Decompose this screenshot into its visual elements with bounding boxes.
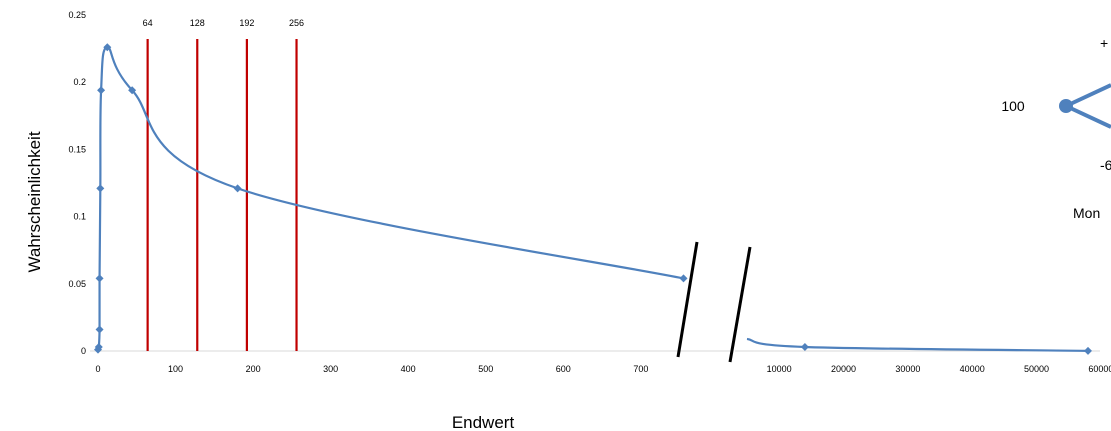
y-tick-labels: 0 0.05 0.1 0.15 0.2 0.25 — [68, 10, 86, 356]
y-tick-label: 0.25 — [68, 10, 86, 20]
marker-label: 128 — [190, 18, 205, 28]
x-tick-labels-right: 10000 20000 30000 40000 50000 60000 — [767, 364, 1111, 374]
y-axis-title: Wahrscheinlichkeit — [25, 131, 44, 272]
y-tick-label: 0.05 — [68, 279, 86, 289]
x-tick-label: 20000 — [831, 364, 856, 374]
x-tick-labels-left: 0 100 200 300 400 500 600 700 — [95, 364, 648, 374]
data-point — [95, 274, 104, 283]
data-point — [679, 274, 688, 283]
marker-label: 256 — [289, 18, 304, 28]
data-point — [1084, 346, 1092, 355]
marker-label: 64 — [143, 18, 153, 28]
x-tick-label: 30000 — [895, 364, 920, 374]
x-tick-label: 300 — [323, 364, 338, 374]
data-point — [96, 184, 105, 193]
data-point — [97, 86, 106, 95]
x-tick-label: 500 — [478, 364, 493, 374]
x-tick-label: 100 — [168, 364, 183, 374]
x-tick-label: 0 — [95, 364, 100, 374]
series-points — [94, 43, 1092, 355]
side-diagram-up-branch — [1065, 83, 1111, 108]
y-tick-label: 0.2 — [73, 77, 86, 87]
x-tick-label: 600 — [556, 364, 571, 374]
x-tick-label: 50000 — [1024, 364, 1049, 374]
side-diagram-up-label: + — [1100, 35, 1108, 51]
axis-break-right — [728, 246, 752, 363]
y-tick-label: 0.1 — [73, 212, 86, 222]
data-point — [103, 43, 112, 52]
side-diagram-down-label: -6 — [1100, 157, 1111, 173]
side-diagram-start-label: 100 — [1001, 98, 1025, 114]
data-point — [800, 342, 809, 351]
y-tick-label: 0.15 — [68, 144, 86, 154]
x-axis-title: Endwert — [452, 413, 515, 431]
side-diagram-node — [1059, 99, 1073, 113]
data-point — [94, 342, 103, 351]
x-tick-label: 200 — [246, 364, 261, 374]
vertical-markers: 64 128 192 256 — [143, 18, 304, 351]
x-tick-label: 60000 — [1088, 364, 1111, 374]
y-tick-label: 0 — [81, 346, 86, 356]
marker-label: 192 — [239, 18, 254, 28]
side-diagram-down-branch — [1065, 104, 1111, 129]
series-line-right — [746, 337, 1089, 352]
data-point — [128, 86, 137, 95]
data-point — [233, 184, 242, 193]
side-diagram-caption: Mon — [1073, 205, 1100, 221]
x-tick-label: 40000 — [960, 364, 985, 374]
side-diagram: 100 + -6 Mon — [1001, 35, 1111, 221]
x-tick-label: 400 — [401, 364, 416, 374]
axis-breaks — [676, 241, 752, 363]
x-tick-label: 700 — [633, 364, 648, 374]
series-line-left — [96, 46, 684, 351]
axis-break-left — [676, 241, 699, 358]
x-tick-label: 10000 — [767, 364, 792, 374]
data-point — [95, 325, 104, 334]
